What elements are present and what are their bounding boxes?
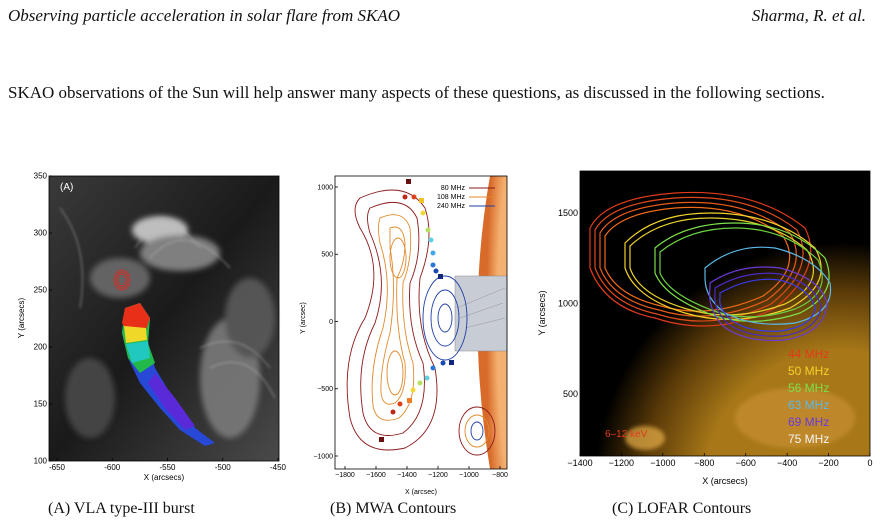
xtick-label: −1000: [459, 472, 479, 479]
ytick-label: 0: [329, 319, 333, 326]
legend-entry: 75 MHz: [788, 432, 829, 446]
legend-entry: 56 MHz: [788, 381, 829, 395]
figure-c-xlabel: X (arcsecs): [702, 476, 748, 486]
figure-a-xticks: -650 -600 -550 -500 -450: [49, 458, 287, 472]
xtick-label: -500: [215, 463, 232, 472]
caption-c: (C) LOFAR Contours: [612, 500, 752, 517]
ytick-label: 350: [34, 172, 48, 181]
figure-b-ylabel: Y (arcsec): [300, 302, 307, 334]
ytick-label: 1000: [317, 184, 333, 191]
figure-c: 44 MHz 50 MHz 56 MHz 63 MHz 69 MHz 75 MHz 6–1…: [535, 168, 880, 488]
xtick-label: −1200: [428, 472, 448, 479]
ytick-label: 1500: [558, 208, 578, 218]
ytick-label: 200: [34, 343, 48, 352]
legend-entry: 69 MHz: [788, 415, 829, 429]
xtick-label: 0: [867, 458, 872, 468]
figure-c-plot: 44 MHz 50 MHz 56 MHz 63 MHz 69 MHz 75 MHz 6–1…: [537, 170, 873, 486]
xtick-label: -650: [49, 463, 66, 472]
ytick-label: 500: [563, 389, 578, 399]
caption-b: (B) MWA Contours: [330, 500, 457, 517]
figure-c-legend: 44 MHz 50 MHz 56 MHz 63 MHz 69 MHz 75 MHz: [788, 347, 829, 446]
ytick-label: 500: [321, 252, 333, 259]
xtick-label: −1800: [335, 472, 355, 479]
figure-a-ylabel: Y (arcsecs): [17, 298, 26, 339]
xtick-label: −1400: [567, 458, 592, 468]
xtick-label: -550: [159, 463, 176, 472]
xtick-label: −400: [777, 458, 797, 468]
panel-label: (A): [60, 182, 73, 193]
figure-b-xlabel: X (arcsec): [405, 489, 437, 496]
figure-a-yticks: 350 300 250 200 150 100: [34, 172, 52, 466]
ytick-label: −500: [317, 386, 333, 393]
xtick-label: −600: [736, 458, 756, 468]
ytick-label: 100: [34, 457, 48, 466]
figure-a: (A) 350 300 250 200 150 100 -650 -600 -550 -500-…: [0, 168, 290, 483]
figure-b-xticks: −1800 −1600 −1400 −1200 −1000 −800: [335, 466, 508, 479]
figure-c-ylabel: Y (arcsecs): [537, 290, 547, 335]
figure-a-image: (A): [49, 176, 279, 461]
figure-a-xlabel: X (arcsecs): [144, 473, 185, 482]
xtick-label: −800: [492, 472, 508, 479]
figure-b-legend: 80 MHz 108 MHz 240 MHz: [437, 185, 495, 210]
ytick-label: 150: [34, 400, 48, 409]
inset-image: [454, 275, 508, 352]
xtick-label: -450: [270, 463, 287, 472]
header-authors: Sharma, R. et al.: [751, 6, 866, 25]
figure-b-yticks: 1000 500 0 −500 −1000: [313, 184, 338, 460]
figure-c-yticks: 1500 1000 500: [558, 208, 583, 399]
xtick-label: −800: [694, 458, 714, 468]
legend-entry: 108 MHz: [437, 194, 466, 201]
running-header: Observing particle acceleration in solar…: [8, 6, 866, 28]
burst-positions: [379, 179, 454, 442]
figure-b-plot: 80 MHz 108 MHz 240 MHz 1000 500 0 −500 −1000 −…: [300, 175, 508, 496]
figure-b: 80 MHz 108 MHz 240 MHz 1000 500 0 −500 −1000 −…: [295, 168, 520, 498]
legend-entry: 50 MHz: [788, 364, 829, 378]
burst-track: [122, 303, 215, 446]
figure-c-xticks: −1400 −1200 −1000 −800 −600 −400 −200 0: [567, 453, 873, 468]
ytick-label: 300: [34, 229, 48, 238]
ytick-label: 1000: [558, 299, 578, 309]
xtick-label: −200: [818, 458, 838, 468]
energy-annotation: 6–12 keV: [605, 429, 648, 440]
xtick-label: −1600: [366, 472, 386, 479]
xtick-label: −1000: [650, 458, 675, 468]
body-paragraph: SKAO observations of the Sun will help a…: [8, 83, 825, 102]
xtick-label: -600: [104, 463, 121, 472]
header-title: Observing particle acceleration in solar…: [8, 6, 401, 25]
ytick-label: −1000: [313, 453, 333, 460]
caption-a: (A) VLA type-III burst: [48, 500, 195, 517]
ytick-label: 250: [34, 286, 48, 295]
legend-entry: 44 MHz: [788, 347, 829, 361]
xtick-label: −1200: [609, 458, 634, 468]
lofar-contours: [589, 191, 832, 342]
legend-entry: 63 MHz: [788, 398, 829, 412]
legend-entry: 240 MHz: [437, 203, 466, 210]
legend-entry: 80 MHz: [441, 185, 466, 192]
xtick-label: −1400: [397, 472, 417, 479]
